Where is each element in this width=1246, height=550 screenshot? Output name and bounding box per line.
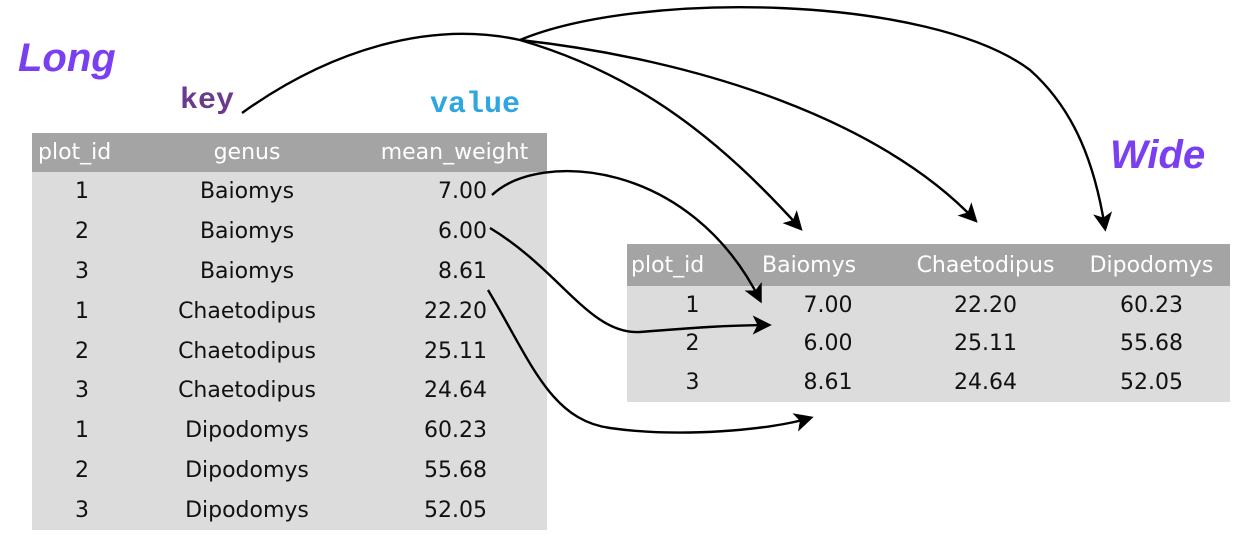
table-row: 2 Baiomys 6.00 — [32, 212, 547, 252]
long-cell-mean-weight: 22.20 — [424, 298, 487, 324]
long-cell-plot-id: 1 — [75, 298, 89, 324]
long-cell-plot-id: 3 — [75, 258, 89, 284]
wide-cell-plot-id: 1 — [685, 292, 700, 318]
long-cell-genus: Baiomys — [199, 258, 295, 284]
long-cell-plot-id: 1 — [75, 418, 89, 444]
table-row: 3 Chaetodipus 24.64 — [32, 371, 547, 411]
table-row: 1 Chaetodipus 22.20 — [32, 291, 547, 331]
wide-cell-chaetodipus: 25.11 — [954, 331, 1017, 357]
long-header-mean-weight: mean_weight — [362, 133, 547, 172]
long-cell-mean-weight: 25.11 — [424, 338, 487, 364]
table-row: 1 Dipodomys 60.23 — [32, 411, 547, 451]
long-cell-mean-weight: 24.64 — [424, 378, 487, 404]
long-cell-genus: Dipodomys — [185, 497, 309, 523]
wide-cell-plot-id: 3 — [685, 369, 700, 395]
table-row: 2 Dipodomys 55.68 — [32, 451, 547, 491]
long-cell-mean-weight: 52.05 — [424, 497, 487, 523]
long-cell-plot-id: 2 — [75, 457, 89, 483]
table-row: 3 Baiomys 8.61 — [32, 252, 547, 292]
key-label: key — [180, 84, 235, 118]
long-cell-plot-id: 2 — [75, 219, 89, 245]
long-cell-genus: Baiomys — [199, 219, 295, 245]
wide-cell-dipodomys: 60.23 — [1120, 292, 1183, 318]
wide-cell-chaetodipus: 22.20 — [954, 292, 1017, 318]
wide-header-baiomys: Baiomys — [758, 244, 898, 286]
long-title: Long — [18, 36, 116, 80]
long-cell-mean-weight: 7.00 — [438, 179, 487, 205]
long-cell-genus: Dipodomys — [185, 418, 309, 444]
long-table: plot_id genus mean_weight 1 Baiomys 7.00… — [32, 133, 547, 531]
long-cell-plot-id: 3 — [75, 497, 89, 523]
table-row: 2 Chaetodipus 25.11 — [32, 331, 547, 371]
long-header-genus: genus — [132, 133, 362, 172]
long-cell-plot-id: 1 — [75, 179, 89, 205]
table-row: 3 Dipodomys 52.05 — [32, 490, 547, 530]
long-cell-genus: Baiomys — [199, 179, 295, 205]
wide-header-plot-id: plot_id — [627, 244, 758, 286]
wide-table: plot_id Baiomys Chaetodipus Dipodomys 1 … — [627, 244, 1230, 402]
table-row: 1 Baiomys 7.00 — [32, 172, 547, 212]
long-cell-mean-weight: 60.23 — [424, 418, 487, 444]
long-cell-plot-id: 2 — [75, 338, 89, 364]
value-label: value — [430, 88, 521, 122]
wide-header-chaetodipus: Chaetodipus — [898, 244, 1073, 286]
wide-cell-baiomys: 8.61 — [803, 369, 853, 395]
long-cell-mean-weight: 6.00 — [438, 219, 487, 245]
arrow-key-to-dipodomys — [519, 6, 1113, 232]
table-row: 3 8.61 24.64 52.05 — [627, 363, 1230, 402]
long-cell-plot-id: 3 — [75, 378, 89, 404]
long-cell-mean-weight: 8.61 — [438, 258, 487, 284]
wide-title: Wide — [1110, 133, 1206, 177]
wide-table-header-row: plot_id Baiomys Chaetodipus Dipodomys — [627, 244, 1230, 286]
wide-cell-chaetodipus: 24.64 — [954, 369, 1017, 395]
wide-header-dipodomys: Dipodomys — [1073, 244, 1230, 286]
table-row: 1 7.00 22.20 60.23 — [627, 286, 1230, 325]
wide-cell-dipodomys: 55.68 — [1120, 331, 1183, 357]
long-table-header-row: plot_id genus mean_weight — [32, 133, 547, 172]
long-cell-genus: Chaetodipus — [178, 338, 316, 364]
long-header-plot-id: plot_id — [32, 133, 132, 172]
wide-cell-dipodomys: 52.05 — [1120, 369, 1183, 395]
long-cell-mean-weight: 55.68 — [424, 457, 487, 483]
long-cell-genus: Dipodomys — [185, 457, 309, 483]
long-cell-genus: Chaetodipus — [178, 378, 316, 404]
arrow-key-to-chaetodipus — [519, 38, 978, 223]
wide-cell-baiomys: 6.00 — [803, 331, 853, 357]
wide-cell-baiomys: 7.00 — [803, 292, 853, 318]
wide-cell-plot-id: 2 — [685, 331, 700, 357]
table-row: 2 6.00 25.11 55.68 — [627, 325, 1230, 364]
long-cell-genus: Chaetodipus — [178, 298, 316, 324]
